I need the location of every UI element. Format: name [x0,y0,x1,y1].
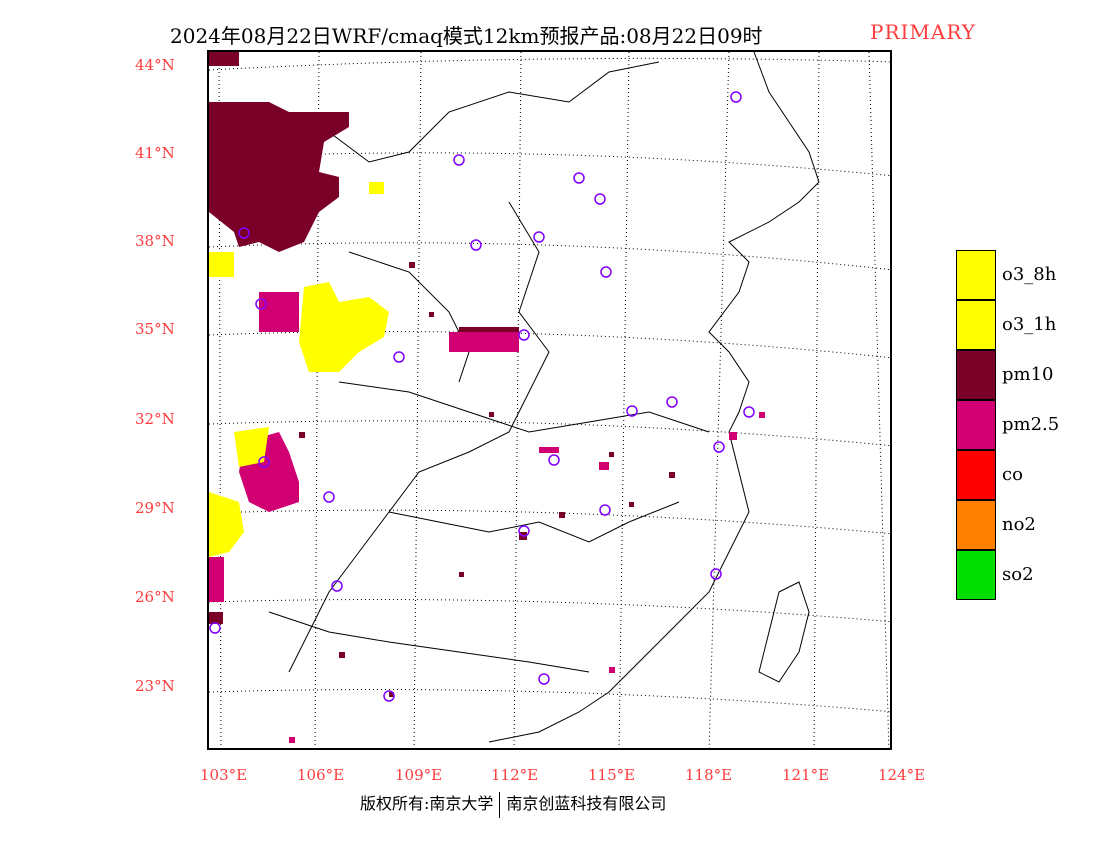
legend-swatch [956,400,996,450]
lat-label-23: 23°N [135,677,175,695]
station-marker [573,172,585,184]
station-marker [626,405,638,417]
station-marker [331,580,343,592]
boundaries [209,52,820,743]
legend-label: so2 [1002,564,1034,585]
title-bar: 2024年08月22日WRF/cmaq模式12km预报产品:08月22日09时 … [0,10,1100,48]
station-marker [548,454,560,466]
credit-line: 版权所有:南京大学 南京创蓝科技有限公司 [360,790,666,818]
station-marker [383,690,395,702]
lon-label-124: 124°E [878,766,926,784]
legend-swatch [956,350,996,400]
lat-label-32: 32°N [135,410,175,428]
lat-label-38: 38°N [135,232,175,250]
station-marker [453,154,465,166]
map-panel [207,50,892,750]
station-marker [323,491,335,503]
lat-label-29: 29°N [135,499,175,517]
lon-label-121: 121°E [782,766,830,784]
pm25-patch-nw [259,292,299,332]
legend-label: pm2.5 [1002,414,1060,435]
station-marker [518,329,530,341]
station-marker [599,504,611,516]
credit-separator [499,791,501,818]
pm10-patch-sw [209,612,223,624]
station-marker [238,227,250,239]
o3-patch-west2 [209,252,234,277]
legend-swatch [956,550,996,600]
station-markers [209,91,755,702]
scatter-specks-pm25 [289,412,765,743]
legend-label: co [1002,464,1023,485]
map-title: 2024年08月22日WRF/cmaq模式12km预报产品:08月22日09时 [170,24,763,48]
pm25-patch-central [449,332,519,352]
station-marker [518,525,530,537]
station-marker [666,396,678,408]
station-marker [743,406,755,418]
station-marker [600,266,612,278]
legend-swatch [956,250,996,300]
o3-areas [209,182,389,557]
station-marker [393,351,405,363]
lat-label-26: 26°N [135,588,175,606]
station-marker [533,231,545,243]
o3-patch-center [299,282,389,372]
station-marker [710,568,722,580]
legend-label: pm10 [1002,364,1054,385]
station-marker [730,91,742,103]
lat-label-35: 35°N [135,320,175,338]
o3-patch-north [369,182,384,194]
legend-label: o3_1h [1002,314,1057,335]
legend-swatch [956,450,996,500]
station-marker [258,456,270,468]
pm10-patch-north [209,52,239,66]
primary-tag: PRIMARY [870,20,976,44]
credit-left: 版权所有:南京大学 [360,794,494,813]
legend-swatch [956,500,996,550]
legend-label: no2 [1002,514,1036,535]
pm25-patch-sw [209,557,224,602]
lon-label-115: 115°E [588,766,636,784]
lon-label-109: 109°E [395,766,443,784]
station-marker [255,298,267,310]
station-marker [713,441,725,453]
lon-label-103: 103°E [200,766,248,784]
credit-right: 南京创蓝科技有限公司 [506,794,667,813]
o3-patch-west [209,492,244,557]
lat-label-44: 44°N [135,56,175,74]
station-marker [538,673,550,685]
station-marker [209,622,221,634]
o3-patch-mid [234,427,269,467]
lon-label-112: 112°E [491,766,539,784]
station-marker [594,193,606,205]
station-marker [470,239,482,251]
lat-label-41: 41°N [135,144,175,162]
map-canvas [209,52,890,748]
lon-label-106: 106°E [297,766,345,784]
lon-label-118: 118°E [685,766,733,784]
pm10-patch-northwest [209,102,349,252]
legend-label: o3_8h [1002,264,1057,285]
legend-swatch [956,300,996,350]
